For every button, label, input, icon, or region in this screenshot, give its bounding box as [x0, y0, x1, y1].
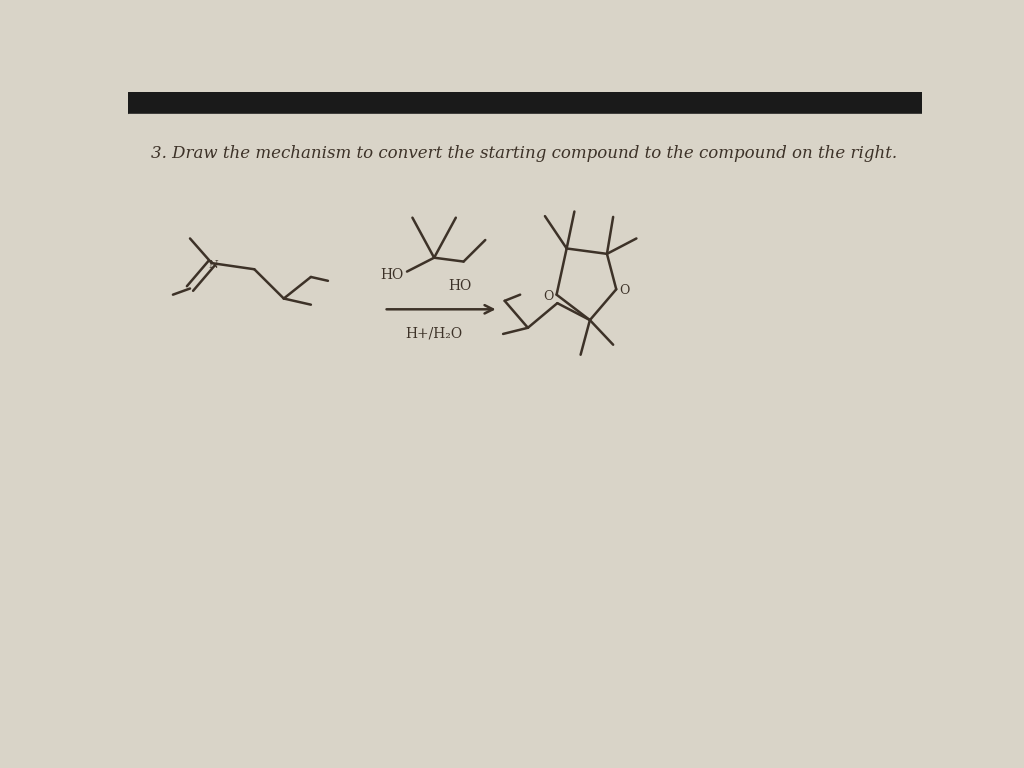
Text: 3. Draw the mechanism to convert the starting compound to the compound on the ri: 3. Draw the mechanism to convert the sta… — [152, 144, 897, 161]
Text: O: O — [544, 290, 554, 303]
Text: O: O — [618, 284, 629, 297]
Text: N: N — [208, 260, 218, 270]
Bar — [128, 92, 922, 114]
Text: HO: HO — [449, 280, 471, 293]
Text: H+/H₂O: H+/H₂O — [406, 326, 463, 340]
Text: HO: HO — [380, 268, 403, 282]
